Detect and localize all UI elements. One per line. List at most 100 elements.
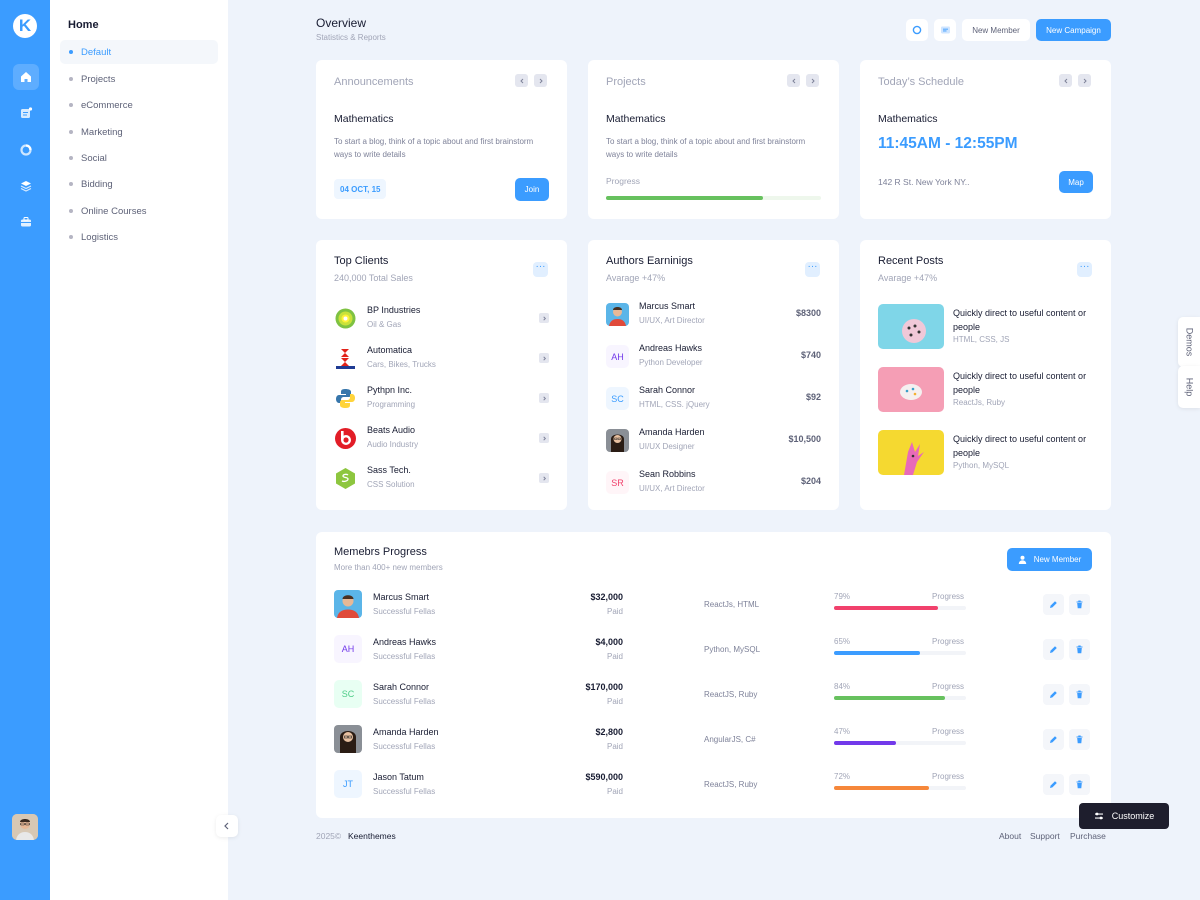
- member-row[interactable]: Marcus Smart Successful Fellas $32,000 Paid…: [334, 590, 1093, 622]
- prev-button[interactable]: [515, 74, 528, 87]
- chevron-right-icon[interactable]: [539, 473, 549, 483]
- client-desc: CSS Solution: [367, 480, 415, 489]
- paid-label: Paid: [606, 742, 623, 751]
- customize-button[interactable]: Customize: [1079, 803, 1169, 829]
- prev-button[interactable]: [787, 74, 800, 87]
- author-row[interactable]: Marcus Smart UI/UX, Art Director $8300: [606, 301, 821, 331]
- footer-support-link[interactable]: Support: [1030, 831, 1060, 841]
- message-icon-button[interactable]: [934, 19, 956, 41]
- document-icon[interactable]: [13, 100, 39, 126]
- help-tab[interactable]: Help: [1178, 366, 1200, 408]
- footer-about-link[interactable]: About: [999, 831, 1022, 841]
- chevron-right-icon[interactable]: [539, 353, 549, 363]
- more-options-icon[interactable]: ···: [1077, 262, 1092, 277]
- sidebar-item-online-courses[interactable]: Online Courses: [60, 199, 218, 223]
- member-row[interactable]: JT Jason Tatum Successful Fellas $590,000 Pa…: [334, 770, 1093, 802]
- member-sub: Successful Fellas: [373, 697, 436, 706]
- client-name: BP Industries: [367, 305, 421, 315]
- delete-button[interactable]: [1069, 774, 1090, 795]
- card-title: Memebrs Progress: [334, 546, 427, 558]
- chevron-right-icon: [1083, 78, 1087, 83]
- author-name: Amanda Harden: [639, 427, 705, 437]
- card-heading: Projects: [606, 76, 646, 88]
- next-button[interactable]: [1078, 74, 1091, 87]
- demos-tab-label: Demos: [1184, 327, 1195, 357]
- post-tags: HTML, CSS, JS: [953, 335, 1010, 344]
- sidebar-item-marketing[interactable]: Marketing: [60, 120, 218, 144]
- join-button[interactable]: Join: [515, 178, 549, 201]
- new-member-button[interactable]: New Member: [1007, 548, 1092, 571]
- sidebar: Home Default Projects eCommerce Marketin…: [50, 0, 228, 900]
- footer-brand-link[interactable]: Keenthemes: [348, 831, 396, 841]
- layers-icon[interactable]: [13, 173, 39, 199]
- circle-icon-button[interactable]: [906, 19, 928, 41]
- app-logo[interactable]: K: [13, 14, 37, 38]
- sidebar-item-label: Projects: [81, 73, 116, 85]
- chevron-right-icon[interactable]: [539, 433, 549, 443]
- new-campaign-button[interactable]: New Campaign: [1036, 19, 1111, 41]
- more-options-icon[interactable]: ···: [533, 262, 548, 277]
- post-row[interactable]: Quickly direct to useful content or peop…: [878, 304, 1093, 349]
- sidebar-item-social[interactable]: Social: [60, 146, 218, 170]
- client-row[interactable]: Beats Audio Audio Industry: [334, 425, 549, 455]
- chevron-right-icon[interactable]: [539, 393, 549, 403]
- delete-button[interactable]: [1069, 684, 1090, 705]
- bullet-icon: [69, 50, 73, 54]
- post-title: Quickly direct to useful content or peop…: [953, 308, 1087, 332]
- user-avatar[interactable]: [12, 814, 38, 840]
- map-button[interactable]: Map: [1059, 171, 1093, 193]
- progress-percent: 72%: [834, 772, 851, 781]
- author-name: Andreas Hawks: [639, 343, 703, 353]
- sidebar-item-logistics[interactable]: Logistics: [60, 225, 218, 249]
- author-row[interactable]: AH Andreas Hawks Python Developer $740: [606, 343, 821, 373]
- edit-button[interactable]: [1043, 774, 1064, 795]
- edit-icon: [1050, 601, 1057, 608]
- edit-button[interactable]: [1043, 729, 1064, 750]
- author-row[interactable]: SR Sean Robbins UI/UX, Art Director $204: [606, 469, 821, 499]
- sidebar-item-bidding[interactable]: Bidding: [60, 172, 218, 196]
- briefcase-icon[interactable]: [13, 209, 39, 235]
- member-row[interactable]: Amanda Harden Successful Fellas $2,800 Paid…: [334, 725, 1093, 757]
- progress-label: Progress: [932, 592, 965, 601]
- footer-purchase-link[interactable]: Purchase: [1070, 831, 1106, 841]
- client-desc: Programming: [367, 400, 416, 409]
- delete-button[interactable]: [1069, 729, 1090, 750]
- member-row[interactable]: AH Andreas Hawks Successful Fellas $4,000 Pa…: [334, 635, 1093, 667]
- chevron-left-icon: [519, 78, 523, 83]
- member-progress-bar: [834, 786, 966, 790]
- post-row[interactable]: Quickly direct to useful content or peop…: [878, 367, 1093, 412]
- client-row[interactable]: BP Industries Oil & Gas: [334, 305, 549, 335]
- sidebar-item-ecommerce[interactable]: eCommerce: [60, 93, 218, 117]
- edit-button[interactable]: [1043, 594, 1064, 615]
- new-member-header-button[interactable]: New Member: [962, 19, 1030, 41]
- collapse-sidebar-button[interactable]: [216, 815, 238, 837]
- post-row[interactable]: Quickly direct to useful content or peop…: [878, 430, 1093, 475]
- demos-tab[interactable]: Demos: [1178, 317, 1200, 367]
- more-options-icon[interactable]: ···: [805, 262, 820, 277]
- next-button[interactable]: [534, 74, 547, 87]
- chevron-right-icon: [539, 78, 543, 83]
- sidebar-item-default[interactable]: Default: [60, 40, 218, 64]
- edit-button[interactable]: [1043, 639, 1064, 660]
- chevron-right-icon[interactable]: [539, 313, 549, 323]
- client-row[interactable]: Pythpn Inc. Programming: [334, 385, 549, 415]
- author-row[interactable]: SC Sarah Connor HTML, CSS. jQuery $92: [606, 385, 821, 415]
- client-row[interactable]: Sass Tech. CSS Solution: [334, 465, 549, 495]
- sidebar-item-projects[interactable]: Projects: [60, 67, 218, 91]
- member-row[interactable]: SC Sarah Connor Successful Fellas $170,000 P…: [334, 680, 1093, 712]
- member-progress-bar: [834, 696, 966, 700]
- client-row[interactable]: Automatica Cars, Bikes, Trucks: [334, 345, 549, 375]
- home-icon[interactable]: [13, 64, 39, 90]
- donut-chart-icon[interactable]: [13, 137, 39, 163]
- delete-button[interactable]: [1069, 594, 1090, 615]
- card-title: Mathematics: [878, 113, 938, 125]
- author-row[interactable]: Amanda Harden UI/UX Designer $10,500: [606, 427, 821, 457]
- next-button[interactable]: [806, 74, 819, 87]
- progress-fill: [834, 606, 939, 610]
- delete-button[interactable]: [1069, 639, 1090, 660]
- member-sub: Successful Fellas: [373, 652, 436, 661]
- projects-card: Projects Mathematics To start a blog, th…: [588, 60, 839, 219]
- edit-button[interactable]: [1043, 684, 1064, 705]
- prev-button[interactable]: [1059, 74, 1072, 87]
- progress-fill: [834, 696, 945, 700]
